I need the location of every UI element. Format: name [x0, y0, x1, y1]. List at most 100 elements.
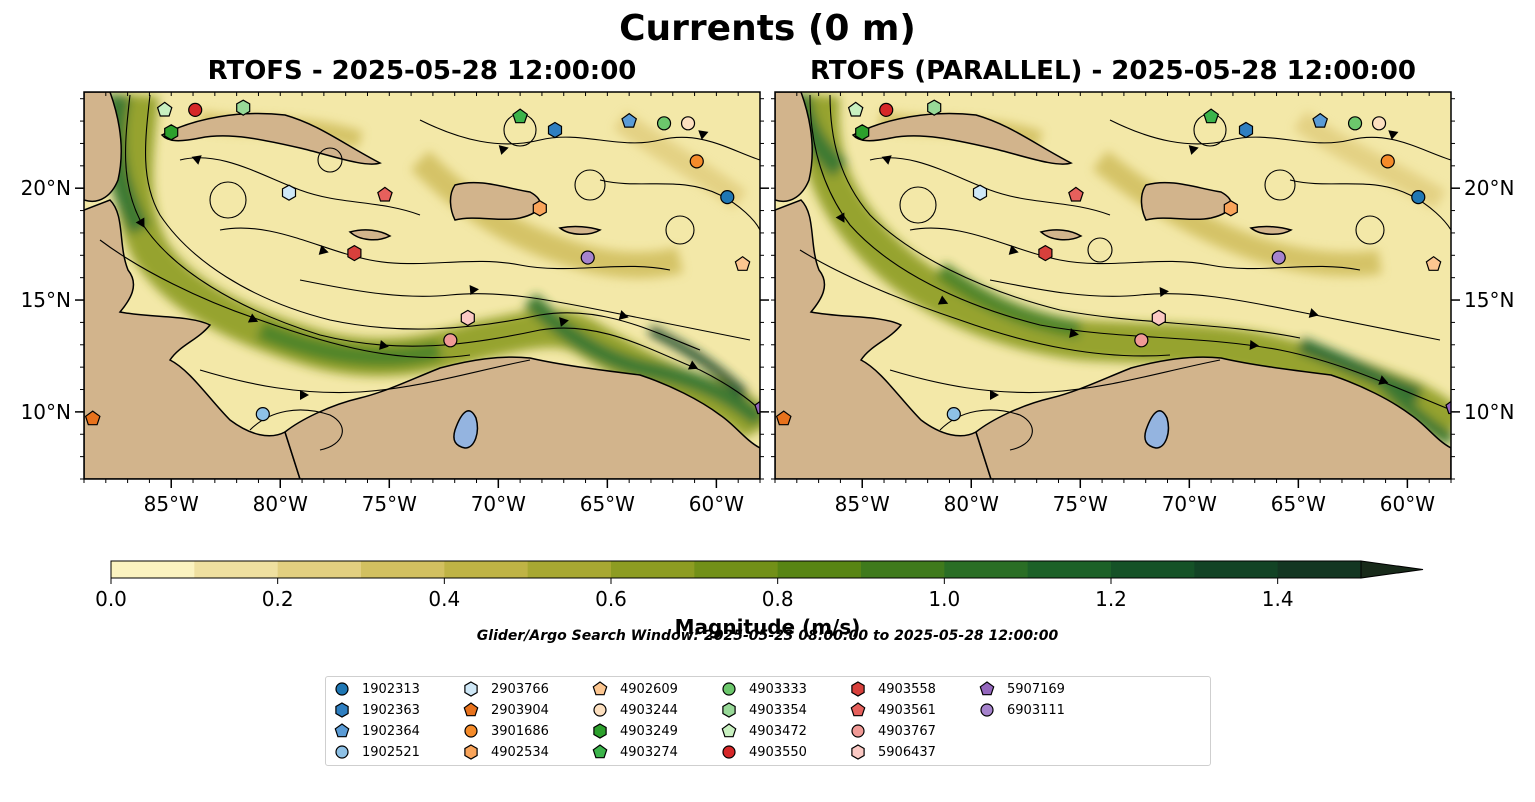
colorbar-tick-label: 0.2 — [262, 587, 294, 611]
legend-marker — [335, 682, 349, 696]
legend-marker-icon — [593, 723, 607, 739]
legend-entry-5907169: 5907169 — [979, 679, 1065, 699]
float-marker-2903904 — [775, 410, 792, 426]
axis-ticks: 85°W 80°W 75°W 70°W 65°W 60°W 20°N 15°N 10°N — [21, 92, 769, 516]
legend-label: 2903766 — [491, 681, 549, 697]
float-marker-4903244 — [680, 116, 696, 131]
legend-marker-icon — [851, 681, 865, 697]
legend-marker-icon — [851, 724, 865, 738]
legend-label: 4902534 — [491, 744, 549, 760]
float-marker-5906437 — [460, 309, 475, 327]
float-marker-3901686 — [1380, 154, 1395, 169]
lon-tick-label: 70°W — [471, 492, 526, 516]
float-marker-3901686 — [689, 154, 704, 169]
colorbar-tick-label: 0.4 — [428, 587, 460, 611]
legend-marker — [721, 723, 737, 738]
land-cuba — [851, 112, 1073, 165]
float-marker-1902364 — [1312, 112, 1329, 128]
float-marker-4903274 — [1203, 108, 1220, 124]
legend-marker-icon — [722, 745, 736, 759]
legend-label: 4903472 — [749, 723, 807, 739]
float-marker-1902521 — [255, 407, 270, 422]
legend-entry-4903244: 4903244 — [592, 700, 678, 720]
legend-entry-2903766: 2903766 — [463, 679, 549, 699]
float-marker-2903904 — [84, 410, 101, 426]
map-frame — [83, 91, 761, 480]
map-content — [775, 92, 1451, 479]
colorbar: 0.0 0.2 0.4 0.6 0.8 1.0 1.2 1.4 — [95, 560, 1424, 611]
legend-entry-4903550: 4903550 — [721, 742, 807, 762]
streamlines — [799, 94, 1451, 451]
legend-marker-icon — [464, 681, 478, 697]
float-marker-4903767 — [1134, 333, 1149, 348]
float-marker-4903561 — [377, 186, 393, 202]
colorbar-segment — [527, 561, 612, 578]
search-window-note: Glider/Argo Search Window: 2025-05-23 08… — [476, 628, 1059, 644]
float-marker-4903558 — [347, 244, 362, 262]
colorbar-segment — [361, 561, 445, 578]
legend-marker — [334, 723, 350, 738]
legend-marker — [335, 745, 349, 759]
legend-entry-4902534: 4902534 — [463, 742, 549, 762]
colorbar-tick-label: 0.8 — [762, 587, 794, 611]
lake-maracaibo — [453, 410, 479, 449]
legend-entry-1902363: 1902363 — [334, 700, 420, 720]
legend-label: 4903550 — [749, 744, 807, 760]
legend-label: 4903561 — [878, 702, 936, 718]
float-marker-2903766 — [972, 184, 988, 201]
map-frame — [774, 91, 1452, 480]
float-marker-4903249 — [164, 124, 179, 141]
legend-marker — [722, 682, 736, 696]
legend-marker — [592, 681, 608, 696]
legend-entry-4903249: 4903249 — [592, 721, 678, 741]
legend-marker — [464, 744, 478, 760]
legend-entry-4903558: 4903558 — [850, 679, 936, 699]
map-panel-rtofs: 85°W 80°W 75°W 70°W 65°W 60°W 20°N 15°N 10°N — [21, 91, 769, 516]
colorbar-segment — [1027, 561, 1112, 578]
legend-label: 3901686 — [491, 723, 549, 739]
lon-tick-label: 70°W — [1162, 492, 1217, 516]
lon-tick-label: 65°W — [580, 492, 635, 516]
legend-marker-icon — [335, 745, 349, 759]
axis-ticks: 85°W 80°W 75°W 70°W 65°W 60°W 20°N 15°N 10°N — [771, 92, 1514, 516]
legend-marker-icon — [334, 723, 350, 738]
panel-title-rtofs-parallel: RTOFS (PARALLEL) - 2025-05-28 12:00:00 — [810, 56, 1416, 86]
land-hispaniola — [449, 181, 541, 221]
float-marker-4903472 — [156, 101, 173, 117]
lon-tick-label: 60°W — [689, 492, 744, 516]
colorbar-tick-label: 1.4 — [1262, 587, 1294, 611]
legend-entry-4903561: 4903561 — [850, 700, 936, 720]
legend-label: 4903244 — [620, 702, 678, 718]
land-cuba — [160, 112, 382, 165]
float-marker-4902609 — [734, 255, 751, 271]
colorbar-tick-label: 1.0 — [928, 587, 960, 611]
float-marker-1902313 — [1411, 190, 1426, 205]
float-marker-5907169 — [1445, 400, 1451, 415]
legend-label: 1902521 — [362, 744, 420, 760]
land-hispaniola — [1140, 181, 1232, 221]
legend-marker-icon — [979, 681, 995, 696]
legend-marker-icon — [722, 702, 736, 718]
legend-label: 6903111 — [1007, 702, 1065, 718]
legend-marker-icon — [464, 724, 478, 738]
float-marker-4903274 — [512, 108, 529, 124]
legend-marker-icon — [463, 702, 479, 717]
colorbar-segment — [194, 561, 279, 578]
float-marker-4903561 — [1068, 186, 1084, 202]
legend-entry-6903111: 6903111 — [979, 700, 1065, 720]
legend-marker-icon — [335, 702, 349, 718]
land-south-america — [975, 356, 1451, 479]
float-marker-1902363 — [547, 121, 563, 139]
land-south-america — [284, 356, 760, 479]
float-marker-4903333 — [1347, 116, 1363, 131]
stream-arrows — [835, 130, 1399, 400]
land-yucatan — [84, 92, 122, 202]
legend-label: 1902363 — [362, 702, 420, 718]
legend-marker — [980, 703, 994, 717]
legend-marker — [593, 723, 607, 739]
float-markers — [84, 99, 760, 426]
lon-tick-label: 75°W — [1053, 492, 1108, 516]
float-marker-4902534 — [532, 200, 547, 217]
float-marker-4903244 — [1371, 116, 1387, 131]
legend-entry-4903767: 4903767 — [850, 721, 936, 741]
